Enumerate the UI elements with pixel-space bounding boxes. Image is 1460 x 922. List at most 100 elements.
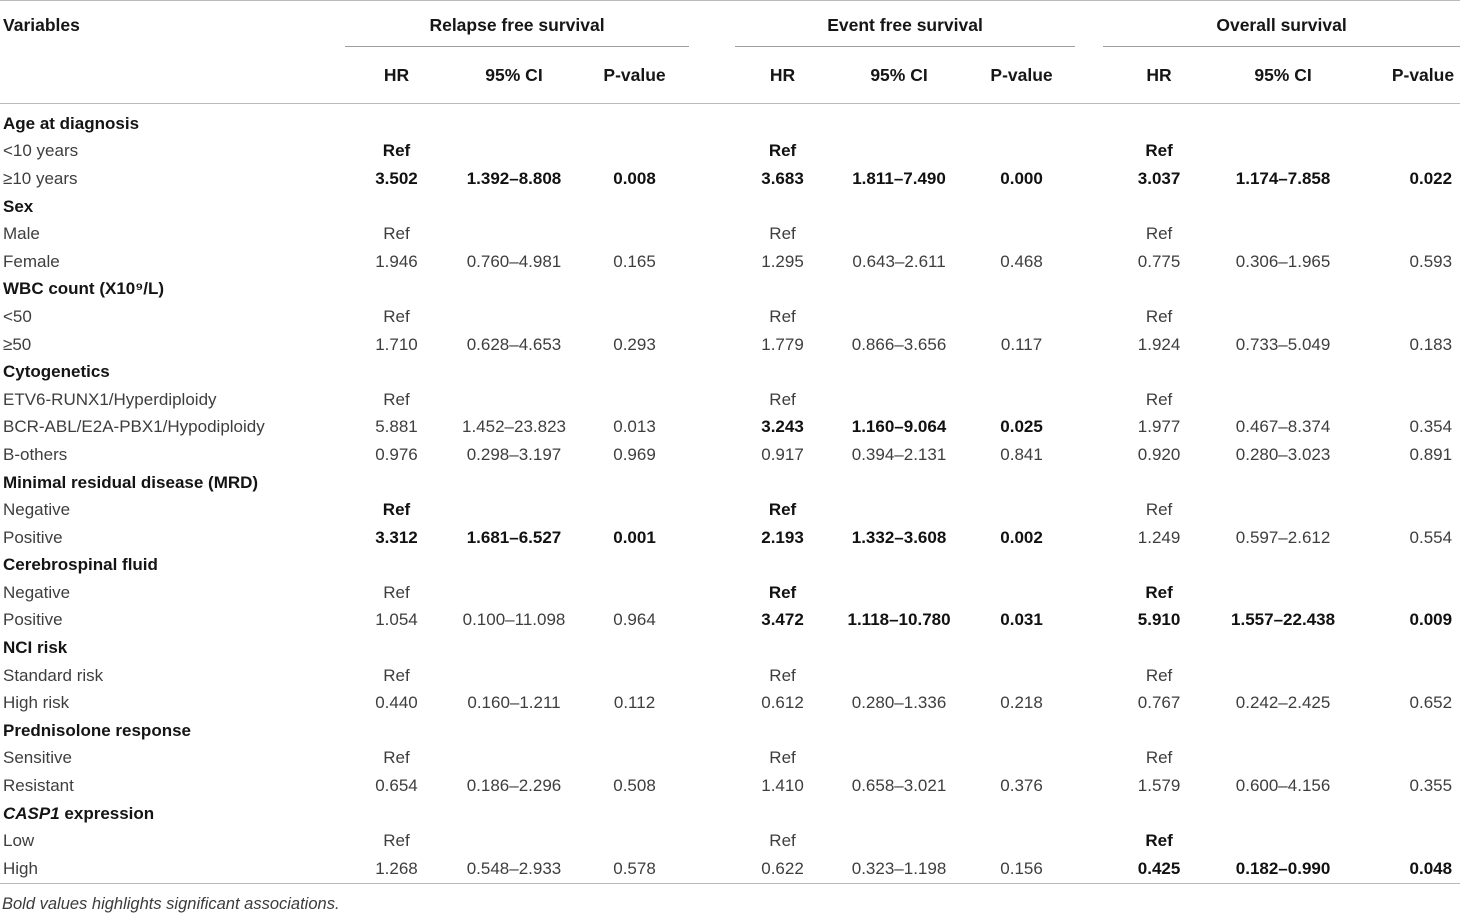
pvalue-cell — [968, 276, 1075, 304]
pvalue-cell: 0.000 — [1000, 168, 1043, 188]
group-header-overall-survival: Overall survival — [1103, 0, 1460, 47]
pvalue-cell — [580, 193, 689, 221]
row-label: Negative — [3, 500, 71, 520]
column-gap — [689, 193, 735, 221]
header-gap — [689, 0, 736, 104]
column-gap — [1075, 469, 1103, 497]
pvalue-cell — [1351, 469, 1460, 497]
hr-cell: 0.612 — [761, 693, 804, 713]
pvalue-cell — [968, 800, 1075, 828]
column-gap — [689, 104, 735, 138]
hr-cell: 1.410 — [761, 776, 804, 796]
hr-cell — [735, 552, 830, 580]
pvalue-cell — [580, 496, 689, 524]
section-row: NCI risk — [0, 634, 1460, 662]
ci-cell — [830, 138, 968, 166]
hr-cell — [345, 193, 448, 221]
pvalue-cell — [580, 138, 689, 166]
pvalue-cell — [968, 745, 1075, 773]
hr-cell: 1.779 — [761, 334, 804, 354]
ci-cell — [448, 386, 580, 414]
column-gap — [689, 745, 735, 773]
column-header-os-ci: 95% CI — [1215, 46, 1352, 104]
ci-cell: 0.100–11.098 — [462, 610, 566, 630]
ci-cell — [1215, 220, 1351, 248]
pvalue-cell: 0.293 — [613, 334, 656, 354]
row-label: High risk — [3, 693, 70, 713]
ci-cell — [448, 717, 580, 745]
data-row: Sensitive Ref Ref Ref — [0, 745, 1460, 773]
hr-cell: 0.775 — [1137, 251, 1181, 271]
ci-cell: 0.306–1.965 — [1235, 251, 1331, 271]
row-label: ETV6-RUNX1/Hyperdiploidy — [3, 389, 217, 409]
hr-cell: Ref — [383, 665, 410, 685]
hr-cell: Ref — [1145, 831, 1173, 851]
hr-cell — [1103, 276, 1215, 304]
ci-cell: 0.760–4.981 — [466, 251, 562, 271]
column-header-efs-hr: HR — [735, 46, 831, 104]
pvalue-cell — [968, 358, 1075, 386]
ci-cell: 1.681–6.527 — [466, 527, 562, 547]
hr-cell: Ref — [383, 389, 410, 409]
pvalue-cell: 0.841 — [1000, 444, 1043, 464]
hr-cell: 0.440 — [375, 693, 418, 713]
section-row: Minimal residual disease (MRD) — [0, 469, 1460, 497]
ci-cell: 1.557–22.438 — [1231, 610, 1336, 630]
pvalue-cell — [1351, 104, 1460, 138]
hr-cell: Ref — [769, 306, 796, 326]
column-header-efs-pvalue: P-value — [968, 46, 1076, 104]
pvalue-cell — [1351, 386, 1460, 414]
hr-cell — [735, 634, 830, 662]
hr-cell: 1.977 — [1137, 417, 1181, 437]
row-label: <50 — [3, 306, 32, 326]
ci-cell: 1.392–8.808 — [466, 168, 562, 188]
pvalue-cell — [968, 717, 1075, 745]
column-gap — [689, 441, 735, 469]
pvalue-cell — [968, 552, 1075, 580]
pvalue-cell: 0.578 — [613, 858, 656, 878]
ci-cell: 0.182–0.990 — [1235, 858, 1331, 878]
ci-cell: 1.332–3.608 — [851, 527, 947, 547]
hr-cell — [735, 276, 830, 304]
hr-cell: 5.910 — [1137, 610, 1181, 630]
ci-cell — [1215, 662, 1351, 690]
hr-cell: Ref — [383, 306, 410, 326]
pvalue-cell: 0.891 — [1409, 444, 1453, 464]
hr-cell: Ref — [769, 389, 796, 409]
hr-cell — [345, 276, 448, 304]
data-row: Positive 3.312 1.681–6.527 0.001 2.193 1.332–… — [0, 524, 1460, 552]
data-row: ≥10 years 3.502 1.392–8.808 0.008 3.683 1.811… — [0, 165, 1460, 193]
ci-cell: 0.186–2.296 — [466, 776, 562, 796]
hr-cell: 1.710 — [375, 334, 418, 354]
ci-cell: 0.866–3.656 — [851, 334, 947, 354]
ci-cell: 0.643–2.611 — [852, 251, 946, 271]
ci-cell — [830, 104, 968, 138]
hr-cell: Ref — [769, 224, 796, 244]
hr-cell — [345, 634, 448, 662]
pvalue-cell: 0.468 — [1000, 251, 1043, 271]
hr-cell — [1103, 193, 1215, 221]
row-label: Positive — [3, 610, 63, 630]
data-row: Female 1.946 0.760–4.981 0.165 1.295 0.643–2.… — [0, 248, 1460, 276]
hr-cell: Ref — [768, 500, 797, 520]
hr-cell: 1.054 — [375, 610, 418, 630]
pvalue-cell — [580, 634, 689, 662]
group-header-relapse-free-survival: Relapse free survival — [345, 0, 690, 47]
column-gap — [689, 138, 735, 166]
hr-cell — [345, 552, 448, 580]
data-row: Resistant 0.654 0.186–2.296 0.508 1.410 0.658… — [0, 772, 1460, 800]
row-label: <10 years — [3, 141, 79, 161]
hr-cell: 3.502 — [375, 168, 418, 188]
row-label: Cytogenetics — [3, 362, 110, 382]
row-label: NCI risk — [3, 638, 68, 658]
column-gap — [1075, 276, 1103, 304]
ci-cell: 0.600–4.156 — [1235, 776, 1331, 796]
pvalue-cell: 0.156 — [1000, 858, 1043, 878]
row-label: Standard risk — [3, 665, 104, 685]
column-gap — [1075, 827, 1103, 855]
ci-cell — [448, 276, 580, 304]
column-gap — [689, 662, 735, 690]
ci-cell — [448, 579, 580, 607]
ci-cell — [830, 220, 968, 248]
table-header: Variables Relapse free survival Event fr… — [0, 0, 1460, 104]
